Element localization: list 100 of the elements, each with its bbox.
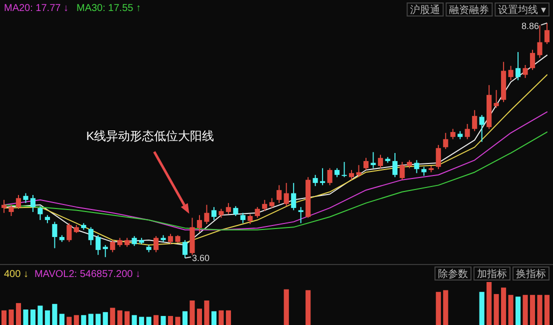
bar [154,315,159,325]
candlestick [320,168,326,186]
candlestick [443,132,448,150]
bar [59,314,64,325]
bar [44,310,50,325]
chart-title: MAVOL2: 546857.200 ↓ [34,269,140,280]
bar [66,316,72,325]
bar [74,315,79,325]
bar [110,308,116,325]
annotation: 8.86 [521,21,539,31]
candlestick [537,24,542,58]
bar [52,304,58,325]
candlestick [472,110,478,132]
candlestick [254,206,260,218]
candlestick [400,161,405,180]
bar [8,310,14,325]
text: 换指标 [516,268,546,280]
candlestick [298,206,304,224]
bar [124,311,130,325]
bar [436,292,441,325]
candlestick [168,233,174,245]
candlestick [414,160,420,174]
text: 加指标 [477,268,507,280]
candlestick [327,168,332,186]
bar [1,310,7,325]
bar [530,294,536,325]
bar [211,311,216,325]
candlestick [132,236,137,246]
bar [537,294,542,325]
candlestick [530,49,536,70]
bar [284,289,289,325]
candlestick [226,202,231,215]
candlestick [348,169,354,180]
candlestick [88,226,94,246]
bar [182,311,188,325]
candlestick [196,214,202,233]
candlestick [8,204,14,217]
bar [226,310,231,325]
candlestick [312,174,318,187]
bar [16,303,22,325]
bar [486,282,492,325]
bar [443,290,448,325]
bar [544,294,550,325]
candlestick [284,182,289,207]
candlestick [276,184,282,204]
candlestick [211,206,216,221]
candlestick [96,234,101,256]
bar [132,315,137,325]
bar [81,315,86,325]
bar [218,310,224,325]
bar [88,314,94,325]
candlestick [1,199,7,214]
candlestick [269,198,274,208]
bar [516,296,521,325]
candlestick [262,199,268,212]
candlestick [23,192,28,204]
candlestick [16,194,22,210]
bar [23,310,28,325]
bar [102,312,108,325]
chart-subtitle: 400 ↓ [4,269,28,280]
candlestick [516,52,521,81]
candlestick [291,182,296,211]
candlestick [522,64,528,78]
candlestick [464,123,470,140]
candlestick [370,152,376,169]
candlestick [204,204,210,225]
candlestick [248,214,253,225]
candlestick [436,144,441,170]
candlestick [30,194,36,212]
bar [38,306,43,325]
candlestick [479,114,484,142]
annotation: K线异动形态低位大阳线 [86,128,214,143]
bar [190,300,195,325]
text: 沪股通 [410,4,440,16]
candlestick [38,206,43,221]
candlestick [233,206,238,217]
candlestick [66,222,72,242]
bar [494,294,499,325]
candlestick [110,240,116,253]
bar [139,316,144,325]
annotation: 3.60 [192,253,210,263]
candlestick [240,212,246,224]
bar [30,310,36,325]
bar [146,316,152,325]
bar [522,294,528,325]
text: MA30: 17.55 ↑ [76,3,141,14]
candlestick [392,152,398,178]
bar [175,316,180,325]
text: MA20: 17.77 ↓ [4,3,68,14]
bar [204,300,210,325]
candlestick [182,240,188,258]
bar [160,316,166,325]
text: 除参数 [438,268,468,280]
bar [479,292,484,325]
bar [508,294,514,325]
candlestick [363,157,369,170]
text: 融资融券 [449,4,490,16]
candlestick [450,128,456,140]
bar [306,290,311,325]
candlestick [378,154,384,169]
